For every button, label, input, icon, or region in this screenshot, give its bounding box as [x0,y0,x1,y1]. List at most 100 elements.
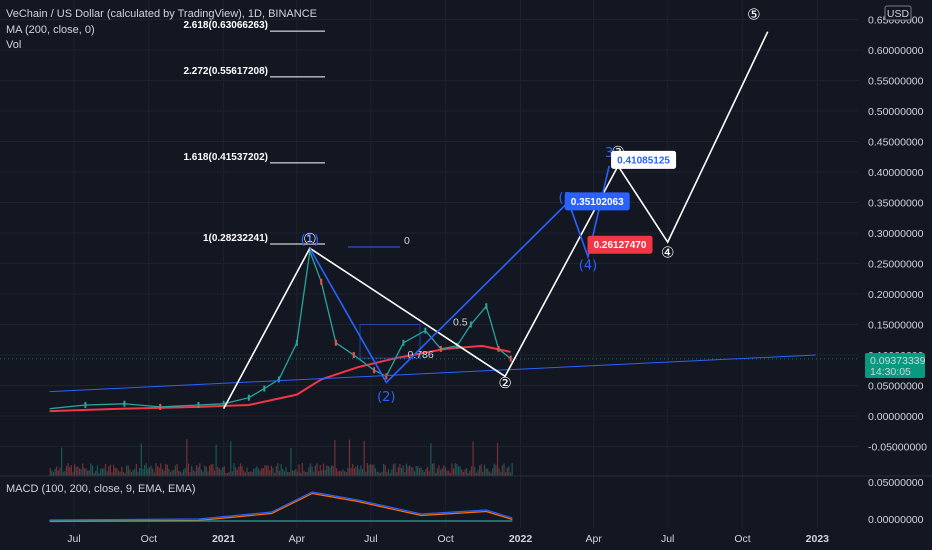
fib-zero-label: 0 [404,235,410,247]
volume-bar [52,472,55,476]
macd-label[interactable]: MACD (100, 200, close, 9, EMA, EMA) [6,483,196,495]
volume-bar [249,471,251,476]
volume-bar [116,468,118,476]
volume-bar [277,463,279,476]
wave-label-white[interactable]: ⑤ [747,6,760,24]
vol-legend[interactable]: Vol [6,39,21,51]
volume-bar [295,469,297,476]
volume-bar [487,468,489,476]
volume-bar [238,466,240,476]
volume-bar [360,465,362,476]
volume-bar [156,466,159,476]
volume-bar [161,469,164,476]
wave-label-white[interactable]: ① [303,230,316,248]
volume-bar [202,471,204,476]
y-tick-label: 0.05000000 [868,381,924,393]
volume-bar [396,472,398,476]
volume-bar [280,463,282,476]
volume-bar [140,443,142,476]
wave-label-blue[interactable]: (4) [579,259,597,274]
volume-bar [274,472,276,476]
time-axis[interactable]: Jul Oct 2021 Apr Jul Oct 2022 Apr Jul Oct 2023 [67,533,829,545]
volume-bar [137,471,139,476]
volume-bar [321,470,323,476]
currency-badge-bg[interactable] [884,5,912,21]
fib-extension[interactable]: 2.618(0.63066263) 2.272(0.55617208) 1.618(… [183,20,467,361]
volume-bar [347,467,349,476]
white-wave-path[interactable] [222,31,769,410]
price-callout-box[interactable] [611,150,677,169]
price-callout-label[interactable]: 0.26127470 [594,240,647,251]
volume-bar [444,467,447,476]
price-axis[interactable]: 0.650000000.600000000.550000000.50000000… [868,15,927,454]
volume-bar [77,466,79,476]
retracement-label: 0.786 [407,349,433,361]
wave-label-blue[interactable]: 3 [605,146,613,161]
volume-bar [410,467,412,476]
volume-bar [397,467,399,476]
price-callout-box[interactable] [587,235,653,254]
volume-bar [166,464,168,476]
wave-label-white[interactable]: ④ [661,243,674,261]
volume-bar [204,465,206,476]
price-callouts[interactable]: 0.41085125 0.35102063 0.26127470 [564,150,677,254]
price-badge-countdown: 14:30:05 [870,366,911,378]
volume-bar [88,470,90,476]
volume-bar [124,472,126,476]
volume-bar [135,463,138,476]
volume-bars [49,439,513,476]
y-tick-label: 0.20000000 [868,289,924,301]
volume-bar [339,470,341,476]
volume-bar [492,468,494,476]
volume-bar [264,465,266,476]
volume-bar [200,469,203,476]
wave-label-white[interactable]: ② [498,374,511,392]
volume-bar [121,466,123,476]
volume-bar [51,470,53,476]
volume-bar [329,467,331,476]
volume-bar [337,471,339,476]
price-axis-bg [858,0,932,550]
volume-bar [54,468,56,476]
volume-bar [272,468,274,476]
volume-bar [70,465,72,476]
volume-bar [400,467,403,476]
price-callout-box[interactable] [564,192,630,211]
trendline[interactable] [49,354,816,393]
volume-bar [176,463,178,476]
volume-bar [109,464,111,476]
volume-bar [192,470,194,476]
wave-label-blue[interactable]: (1) [301,233,319,248]
volume-bar [431,463,434,476]
price-badge-price: 0.09373339 [870,355,926,367]
volume-bar [207,471,209,476]
volume-bar [194,471,196,476]
volume-bar [511,463,513,476]
volume-bar [371,465,373,476]
volume-bar [126,465,128,476]
trendline-line[interactable] [49,354,816,393]
volume-bar [80,468,82,476]
volume-bar [317,471,320,476]
volume-bar [464,469,466,476]
macd-tick-0: 0.05000000 [868,477,924,489]
volume-bar [122,471,125,476]
volume-bar [495,464,497,476]
volume-bar [150,465,152,476]
ma-legend[interactable]: MA (200, close, 0) [6,24,95,36]
volume-bar [212,464,214,476]
volume-bar [148,467,151,476]
price-callout-label[interactable]: 0.35102063 [571,197,624,208]
volume-bar [500,472,502,476]
x-tick-label: Jul [661,533,674,545]
price-callout-label[interactable]: 0.41085125 [617,155,670,166]
volume-bar [426,466,429,476]
volume-bar [278,470,281,476]
currency-badge[interactable]: USD [887,8,910,20]
volume-bar [49,468,51,476]
volume-bar [252,468,255,476]
wave-label-blue[interactable]: (2) [377,390,395,405]
retracement-box [359,324,421,359]
volume-bar [300,472,302,476]
